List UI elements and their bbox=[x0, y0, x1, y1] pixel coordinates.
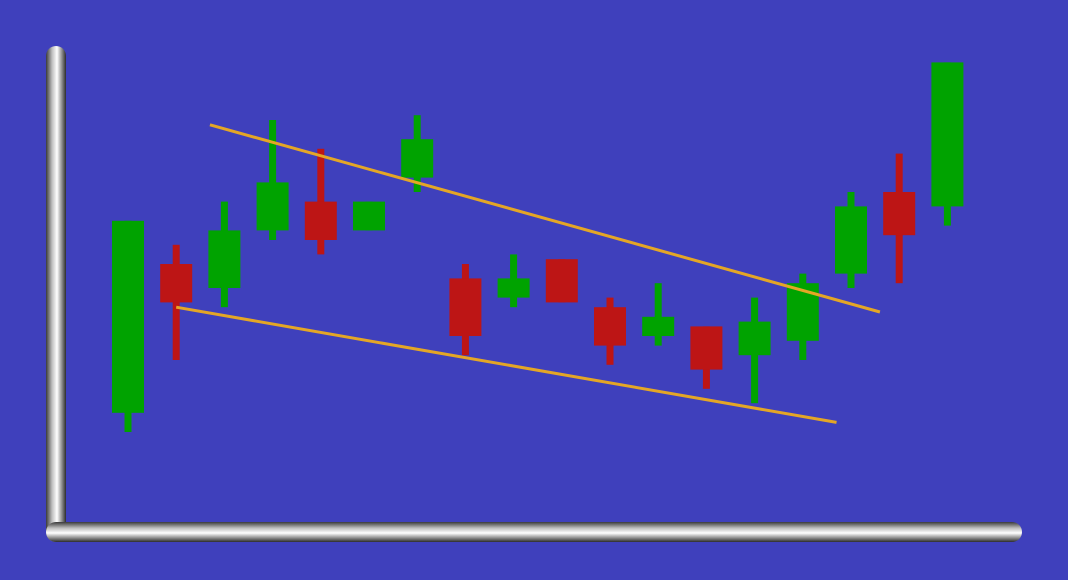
candle-4 bbox=[256, 120, 289, 240]
candle-body-bullish bbox=[112, 220, 144, 413]
candle-body-bullish bbox=[931, 62, 964, 207]
trendlines-group bbox=[175, 123, 881, 424]
candles-group bbox=[112, 62, 964, 432]
candle-13 bbox=[690, 326, 723, 389]
candle-10 bbox=[545, 259, 578, 303]
candle-body-bearish bbox=[883, 192, 916, 236]
candle-3 bbox=[208, 201, 241, 308]
candle-body-bullish bbox=[208, 230, 241, 288]
candle-body-bearish bbox=[545, 259, 578, 303]
x-axis-line bbox=[46, 522, 1022, 542]
upper-trendline bbox=[209, 123, 881, 314]
candle-body-bearish bbox=[594, 307, 626, 346]
candle-body-bearish bbox=[449, 278, 482, 336]
candle-1 bbox=[112, 220, 144, 432]
lower-trendline bbox=[175, 305, 837, 424]
candle-18 bbox=[931, 62, 964, 226]
candle-body-bullish bbox=[738, 321, 771, 356]
candle-body-bearish bbox=[690, 326, 723, 370]
candle-2 bbox=[160, 244, 193, 360]
candle-body-bullish bbox=[497, 278, 530, 298]
candle-6 bbox=[353, 201, 385, 231]
candle-8 bbox=[449, 264, 482, 356]
candle-body-bullish bbox=[256, 182, 289, 231]
candle-5 bbox=[304, 148, 337, 255]
candle-14 bbox=[738, 297, 771, 404]
candle-wick bbox=[269, 120, 277, 240]
candle-body-bullish bbox=[642, 316, 675, 336]
y-axis-line bbox=[46, 46, 66, 542]
axes-group bbox=[46, 46, 1022, 542]
candle-body-bearish bbox=[304, 201, 337, 240]
candle-11 bbox=[594, 297, 626, 365]
candle-body-bullish bbox=[401, 139, 434, 178]
candle-body-bullish bbox=[353, 201, 385, 231]
candle-body-bullish bbox=[835, 206, 867, 274]
candle-9 bbox=[497, 254, 530, 308]
candle-wick bbox=[654, 283, 662, 346]
candle-17 bbox=[883, 153, 916, 284]
candle-12 bbox=[642, 283, 675, 346]
candle-body-bearish bbox=[160, 264, 193, 303]
candle-7 bbox=[401, 115, 434, 192]
candle-16 bbox=[835, 192, 867, 288]
